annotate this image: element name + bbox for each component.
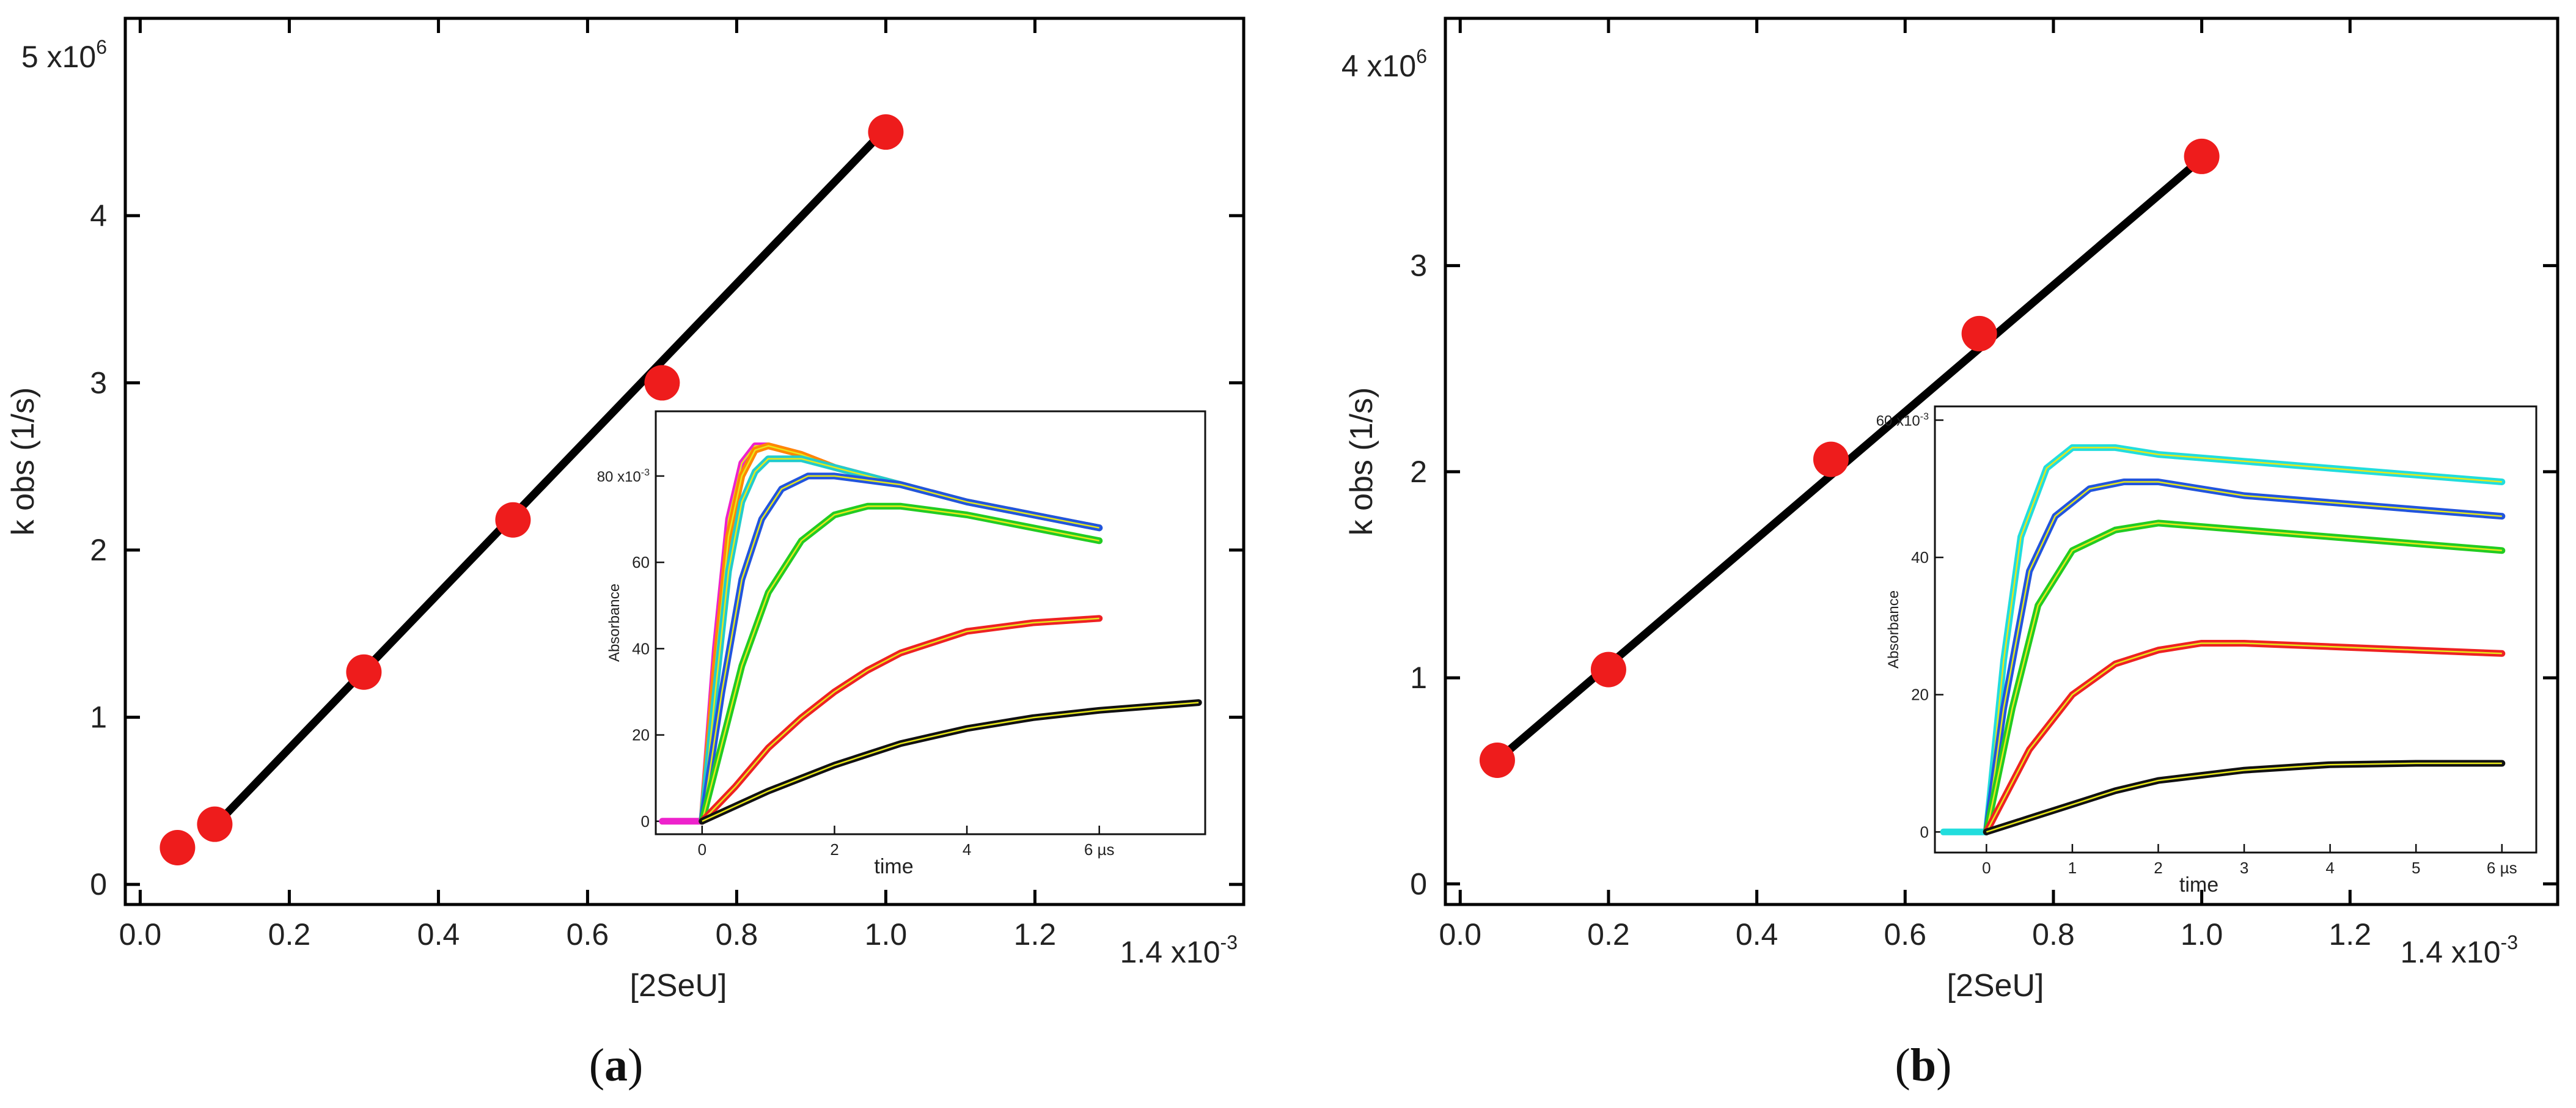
panel-b-data-point	[2184, 138, 2220, 174]
panel-b-inset-x-tick-label: 6 µs	[2487, 859, 2517, 877]
panel-a-data-point	[346, 654, 382, 690]
panel-a-inset-x-tick-label: 4	[963, 840, 971, 859]
panel-b-label-letter: b	[1910, 1040, 1937, 1091]
panel-a-data-point	[495, 502, 531, 538]
panel-a-data-point	[644, 365, 680, 401]
panel-a-inset-x-tick-label: 6 µs	[1084, 840, 1115, 859]
panel-a-x-multiplier-exp: -3	[1220, 931, 1238, 953]
panel-a-fit-line	[210, 125, 890, 830]
panel-b-inset-frame	[1934, 405, 2537, 854]
panel-b-data-point	[1479, 742, 1515, 778]
panel-a-y-tick-label: 3	[90, 365, 107, 400]
panel-a-y-tick-label: 2	[90, 533, 107, 567]
panel-b-data-point	[1813, 441, 1849, 477]
panel-a-inset-y-tick-label: 0	[641, 812, 650, 831]
panel-a-label: (a)	[555, 1039, 677, 1092]
panel-a-y-axis-label: k obs (1/s)	[6, 387, 41, 536]
panel-b-data-point	[1590, 651, 1626, 688]
panel-b-inset-x-axis-label: time	[2179, 873, 2218, 897]
panel-a-x-tick-label: 1.2	[1014, 917, 1057, 952]
panel-b-x-tick-label: 1.2	[2329, 917, 2372, 952]
panel-b-inset-fit-blue	[1986, 481, 2502, 832]
panel-a-x-tick-label: 0.0	[119, 917, 162, 952]
panel-a-inset-fit-blue	[701, 475, 1099, 821]
panel-b-inset-fit-green	[1986, 522, 2502, 832]
panel-a-inset-y-tick-label: 40	[632, 639, 650, 658]
panel-b-inset: 0 20 40 60 x10-3 0 1 2 3 4 5 6 µs time Absorbance	[1876, 405, 2537, 897]
panel-b-x-tick-label: 0.6	[1884, 917, 1927, 952]
panel-a-x-tick-label: 0.6	[567, 917, 609, 952]
panel-b-inset-x-tick-label: 2	[2154, 859, 2162, 877]
panel-a-inset-fit-red	[701, 617, 1099, 822]
panel-a-data-point	[197, 806, 233, 842]
panel-b-label: (b)	[1862, 1039, 1984, 1092]
panel-a-y-tick-label: 4	[90, 199, 107, 233]
panel-b-y-axis-label: k obs (1/s)	[1344, 387, 1379, 536]
panel-a-plot-frame	[123, 17, 1246, 906]
panel-a-inset-fit-green	[701, 505, 1099, 822]
panel-a-inset-y-axis-label: Absorbance	[606, 584, 623, 662]
panel-a-x-tick-label: 0.2	[268, 917, 311, 952]
panel-a: 0 1 2 3 4 5 x106 0.0 0.2 0.4 0.6 0.8 1.0 1.2 1.4 x10-…	[6, 17, 1246, 1003]
panel-a-label-open: (	[589, 1040, 604, 1091]
panel-a-inset-x-tick-label: 2	[830, 840, 838, 859]
panel-a-x-axis-label: [2SeU]	[630, 968, 727, 1003]
panel-b-y-tick-label: 1	[1410, 661, 1427, 695]
panel-b-x-multiplier: 1.4 x10-3	[2401, 931, 2518, 969]
panel-b-data-point	[1961, 315, 1997, 351]
panel-a-inset-y-tick-label: 60	[632, 553, 650, 571]
panel-a-inset-y-multiplier-exp: -3	[641, 468, 650, 478]
panel-b-plot-frame	[1444, 17, 2559, 906]
panel-b-inset-y-tick-label: 20	[1911, 686, 1929, 704]
panel-b-x-axis-label: [2SeU]	[1947, 968, 2044, 1003]
panel-a-inset: 0 20 40 60 80 x10-3 0 2 4 6 µs time Absorbance	[597, 410, 1206, 878]
panel-b-inset-x-tick-label: 0	[1982, 859, 1991, 877]
panel-b-inset-y-tick-label: 0	[1920, 823, 1929, 841]
panel-b-x-tick-label: 0.2	[1587, 917, 1630, 952]
panel-b: 0 1 2 3 4 x106 0.0 0.2 0.4 0.6 0.8 1.0 1.2 1.4 x10-3…	[1341, 17, 2559, 1003]
panel-a-y-multiplier: 5 x106	[21, 36, 107, 74]
panel-a-inset-y-tick-label: 20	[632, 726, 650, 744]
panel-a-x-tick-label: 1.0	[865, 917, 908, 952]
panel-a-inset-x-axis-label: time	[874, 855, 913, 878]
panel-a-data-point	[160, 829, 196, 865]
panel-a-x-tick-label: 0.8	[716, 917, 758, 952]
panel-b-label-close: )	[1936, 1040, 1952, 1091]
panel-b-inset-fit-black	[1986, 762, 2502, 833]
panel-b-y-tick-label: 3	[1410, 249, 1427, 283]
panel-a-x-multiplier: 1.4 x10-3	[1120, 931, 1238, 969]
panel-b-y-multiplier-exp: 6	[1416, 45, 1427, 67]
panel-b-x-tick-label: 1.0	[2181, 917, 2223, 952]
panel-b-inset-fit-cyan	[1986, 447, 2502, 832]
panel-b-x-tick-label: 0.8	[2032, 917, 2075, 952]
panel-b-x-multiplier-exp: -3	[2501, 931, 2518, 953]
panel-b-inset-x-tick-label: 4	[2325, 859, 2334, 877]
panel-b-y-tick-label: 0	[1410, 867, 1427, 901]
panel-b-y-multiplier: 4 x106	[1341, 45, 1427, 83]
panel-a-inset-fit-black	[702, 702, 1199, 822]
panel-a-inset-y-tick-label: 80 x10-3	[597, 468, 650, 485]
panel-a-y-multiplier-exp: 6	[96, 36, 107, 58]
panel-b-inset-fit-red	[1986, 642, 2502, 832]
panel-b-inset-x-tick-label: 5	[2412, 859, 2420, 877]
panel-b-y-tick-label: 2	[1410, 455, 1427, 489]
panel-a-y-tick-label: 0	[90, 867, 107, 901]
panel-b-inset-y-tick-label: 60 x10-3	[1876, 411, 1929, 429]
panel-b-inset-y-multiplier-exp: -3	[1920, 411, 1929, 422]
panel-a-inset-x-tick-label: 0	[698, 840, 706, 859]
panel-a-label-letter: a	[604, 1040, 628, 1091]
panel-b-inset-y-tick-label: 40	[1911, 548, 1929, 567]
panel-a-label-close: )	[628, 1040, 644, 1091]
panel-b-label-open: (	[1895, 1040, 1910, 1091]
panel-a-data-point	[868, 114, 904, 150]
panel-a-y-tick-label: 1	[90, 700, 107, 735]
panel-b-x-tick-label: 0.0	[1439, 917, 1482, 952]
panel-b-inset-x-tick-label: 3	[2240, 859, 2248, 877]
panel-b-x-tick-label: 0.4	[1736, 917, 1778, 952]
panel-b-inset-x-tick-label: 1	[2068, 859, 2077, 877]
panel-a-x-tick-label: 0.4	[417, 917, 460, 952]
panel-b-inset-y-axis-label: Absorbance	[1885, 590, 1902, 669]
